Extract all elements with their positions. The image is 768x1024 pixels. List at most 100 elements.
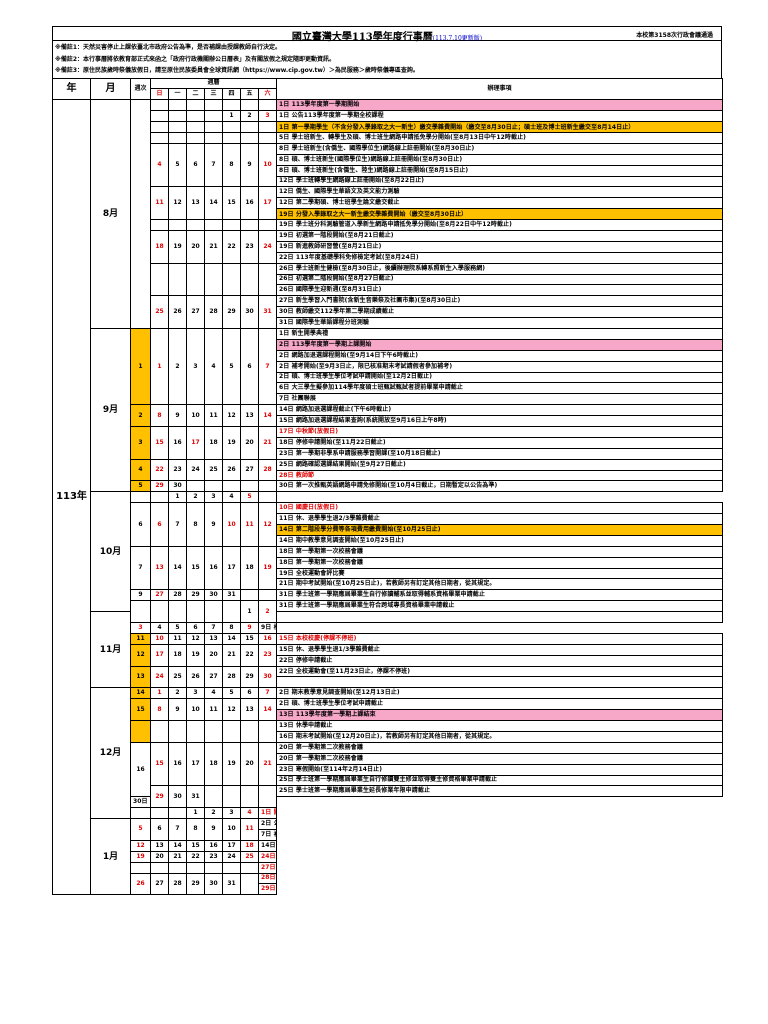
day-cell: 5 bbox=[168, 622, 187, 634]
event-cell: 8日 碩、博士班新生(含僑生、陸生)網路線上註冊開始(至8月15日止) bbox=[276, 164, 723, 177]
table-row: 11 12 13 14 15 16 17 12日 僑生、國際學生華語文及英文能力測驗 bbox=[53, 186, 723, 221]
event-cell: 23日 寒假開始(至114年2月14日止) bbox=[276, 763, 723, 776]
day-cell: 1 bbox=[168, 491, 187, 504]
day-cell: 13 bbox=[240, 698, 259, 722]
week-cell bbox=[130, 600, 151, 624]
day-cell: 4 bbox=[150, 622, 169, 634]
day-cell: 11 bbox=[240, 818, 259, 841]
table-row: 19日 學士班分科測驗管道入學新生網路申請抵免學分開始(至8月22日中午12時截… bbox=[53, 219, 723, 231]
event-cell: 18日 第一學期第一次校務會議 bbox=[276, 545, 723, 558]
day-cell bbox=[186, 99, 205, 112]
day-cell: 25 bbox=[204, 458, 223, 482]
event-cell: 2日 補考開始(至9月3日止，限已核准期末考試請假者參加補考) bbox=[276, 360, 723, 373]
table-header-row-2: 日 一 二 三 四 五 六 bbox=[53, 88, 723, 101]
week-cell: 14 bbox=[130, 687, 151, 700]
event-cell: 2日 期末教學意見調查開始(至12月13日止) bbox=[276, 687, 723, 700]
day-cell: 7 bbox=[258, 687, 277, 700]
day-cell bbox=[240, 219, 259, 231]
day-cell: 24 bbox=[222, 850, 241, 863]
week-cell: 9 bbox=[130, 589, 151, 602]
week-cell: 4 bbox=[130, 458, 151, 482]
header-day-tue: 二 bbox=[186, 88, 205, 101]
event-cell: 14日 網路加退選課程截止(下午6時截止) bbox=[276, 404, 723, 417]
day-cell bbox=[222, 99, 241, 112]
event-cell: 19日 初選第一階段開始(至8月21日截止) bbox=[276, 229, 723, 242]
day-cell bbox=[204, 785, 223, 809]
day-cell: 18 bbox=[240, 545, 259, 591]
day-cell: 21 bbox=[222, 643, 241, 667]
day-cell: 20 bbox=[204, 643, 223, 667]
event-cell: 24日 調整放假(公務人員、教師人員及技工友由寒休抵扣1天)(暫定) bbox=[258, 850, 277, 863]
day-cell: 21 bbox=[258, 426, 277, 460]
table-row: 9月 1 1 2 3 4 5 6 7 1日 新生開學典禮 bbox=[53, 327, 723, 493]
day-cell: 12 bbox=[186, 632, 205, 645]
event-cell: 26日 學士班新生健檢(至8月30日止，後續辦理院系轉系照新生入學服務網) bbox=[276, 262, 723, 275]
header-month: 月 bbox=[90, 77, 131, 101]
day-cell: 7 bbox=[204, 622, 223, 634]
day-cell bbox=[150, 131, 169, 144]
day-cell: 16 bbox=[168, 426, 187, 460]
event-cell: 25日 學士班第一學期應屆畢業生自行修讀雙主修並取得雙主修資格畢業申請截止 bbox=[276, 774, 723, 787]
event-cell: 1日 公告113學年度第一學期全校課程 bbox=[276, 110, 723, 123]
event-cell: 1日 新生開學典禮 bbox=[276, 327, 723, 340]
day-cell: 15 bbox=[186, 839, 205, 852]
title-bar: 國立臺灣大學113學年度行事曆(113.7.10更新版) 本校第3158次行政會… bbox=[52, 26, 722, 43]
day-cell: 23 bbox=[204, 850, 223, 863]
table-row: 13日 113學年度第一學期上課結束 bbox=[53, 709, 723, 722]
day-cell bbox=[222, 720, 241, 743]
day-cell: 9 bbox=[204, 502, 223, 547]
day-cell: 7 bbox=[258, 327, 277, 406]
day-cell: 29 bbox=[186, 872, 205, 896]
day-cell: 25 bbox=[240, 850, 259, 863]
day-cell: 13 bbox=[204, 632, 223, 645]
event-cell: 12日 第二學期碩、博士班學生論文繳交截止 bbox=[276, 197, 723, 210]
day-cell: 2 bbox=[168, 687, 187, 700]
day-cell bbox=[130, 491, 151, 504]
day-cell bbox=[258, 262, 277, 297]
day-cell: 21 bbox=[258, 741, 277, 787]
event-cell: 2日 113學年度第一學期上課開始 bbox=[276, 338, 723, 351]
table-row: 16 15 16 17 18 19 20 21 20日 第一學期第二次教務會議 bbox=[53, 741, 723, 798]
day-cell bbox=[150, 600, 169, 624]
day-cell: 3 bbox=[222, 807, 241, 820]
day-cell: 26 bbox=[130, 872, 151, 896]
day-cell bbox=[168, 720, 187, 743]
header-week: 週次 bbox=[130, 77, 151, 101]
day-cell: 18 bbox=[204, 426, 223, 460]
day-cell bbox=[240, 262, 259, 297]
day-cell: 14 bbox=[168, 545, 187, 591]
day-cell bbox=[186, 600, 205, 624]
event-cell: 27日 新生學習入門書院(含新生音樂祭及社團市集)(至8月30日止) bbox=[276, 295, 723, 308]
table-row: 15 8 9 10 11 12 13 14 2日 碩、博士班學生學位考試申請截止 bbox=[53, 698, 723, 722]
day-cell: 17 bbox=[186, 741, 205, 787]
day-cell bbox=[222, 600, 241, 624]
day-cell: 2 bbox=[204, 807, 223, 820]
table-row: 1 2 3 1日 公告113學年度第一學期全校課程 bbox=[53, 110, 723, 123]
day-cell bbox=[204, 110, 223, 123]
day-cell: 12 bbox=[130, 839, 151, 852]
event-cell: 12日 僑生、國際學生華語文及英文能力測驗 bbox=[276, 186, 723, 199]
day-cell bbox=[150, 491, 169, 504]
month-cell: 9月 bbox=[90, 327, 131, 493]
day-cell: 24 bbox=[186, 458, 205, 482]
day-cell: 19 bbox=[222, 426, 241, 460]
note-1: ※備註1：天然災害停止上課依臺北市政府公告為準，是否補課由授課教師自行決定。 bbox=[55, 44, 282, 51]
event-cell: 19日 全校運動會評比賽 bbox=[276, 567, 723, 580]
event-cell: 19日 學士班分科測驗管道入學新生網路申請抵免學分開始(至8月22日中午12時截… bbox=[276, 219, 723, 231]
day-cell: 15 bbox=[150, 741, 169, 787]
day-cell: 14 bbox=[258, 404, 277, 427]
day-cell: 18 bbox=[168, 643, 187, 667]
event-cell: 31日 學士班第一學期應屆畢業生符合跨域專長資格畢業申請截止 bbox=[276, 600, 723, 613]
table-row: 19日 全校運動會評比賽 bbox=[53, 567, 723, 580]
day-cell: 29 bbox=[240, 665, 259, 689]
day-cell: 17 bbox=[258, 186, 277, 221]
day-cell: 11 bbox=[240, 502, 259, 547]
event-cell: 31日 國際學生華語課程分班測驗 bbox=[276, 317, 723, 329]
day-cell bbox=[168, 219, 187, 231]
day-cell: 27 bbox=[204, 665, 223, 689]
day-cell: 10 bbox=[222, 818, 241, 841]
event-cell: 23日 第一學期非學系申請服務學習開課(至10月18日截止) bbox=[276, 447, 723, 460]
event-cell: 22日 全校運動會(至11月23日止，停課不停班) bbox=[276, 665, 723, 678]
day-cell: 21 bbox=[204, 229, 223, 264]
